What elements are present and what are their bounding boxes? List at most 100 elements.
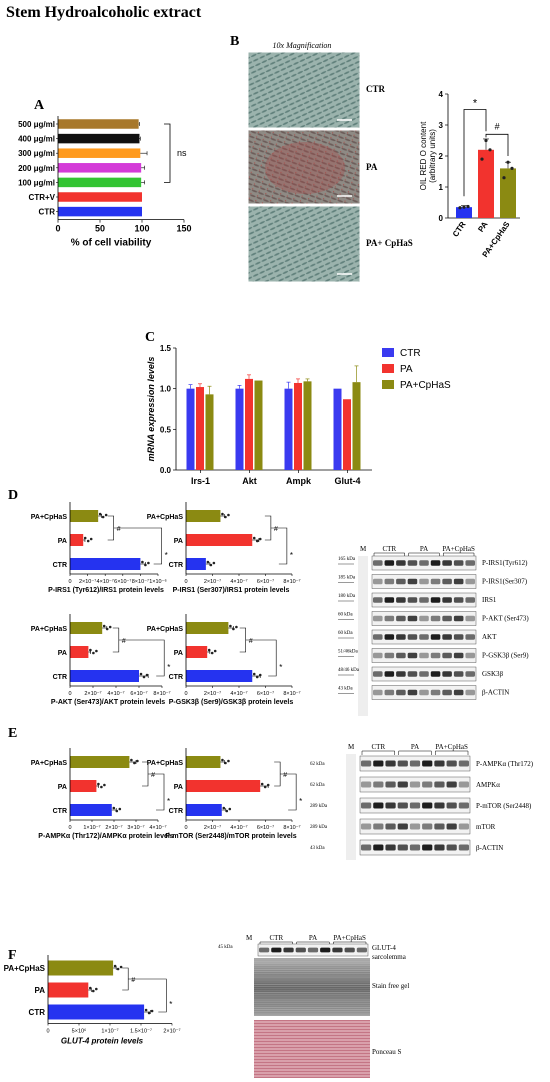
band	[384, 560, 395, 566]
category-label: CTR	[451, 220, 468, 239]
data-point	[510, 166, 514, 170]
group-label: PA+CpHaS	[442, 545, 475, 553]
y-axis-label: OIL RED O content	[419, 121, 428, 190]
tick-label: 50	[95, 224, 105, 234]
category-label: PA+CpHaS	[4, 964, 46, 973]
category-label: CTR	[169, 674, 183, 681]
band	[407, 634, 418, 640]
bar	[70, 646, 89, 658]
band	[397, 823, 408, 830]
group-bracket	[361, 750, 395, 755]
band	[458, 781, 469, 788]
data-point	[232, 627, 235, 631]
band	[409, 823, 421, 830]
tick-label: 2×10⁻⁷	[84, 690, 101, 697]
bar	[294, 382, 302, 470]
tick-label: 0	[68, 579, 71, 585]
panel-label-e: E	[8, 726, 18, 741]
bracket	[122, 967, 129, 991]
band	[430, 689, 441, 696]
band	[430, 560, 441, 566]
bar	[70, 534, 84, 546]
tick-label: 0.5	[160, 425, 172, 434]
bar	[186, 780, 261, 792]
band	[458, 844, 469, 851]
tick-label: 2×10⁻⁷	[105, 824, 122, 831]
tick-label: 0	[184, 825, 187, 831]
band	[373, 671, 383, 677]
data-point	[92, 651, 95, 655]
group-bracket	[443, 552, 475, 557]
data-point	[83, 536, 87, 540]
x-axis-label: P-IRS1 (Tyr612)/IRS1 protein levels	[48, 587, 164, 594]
band	[442, 652, 452, 659]
annotation-hash: #	[249, 638, 253, 645]
category-label: PA	[58, 784, 67, 791]
blot-row-label: P-AKT (Ser473)	[482, 615, 529, 623]
tick-label: 3	[439, 121, 444, 130]
legend-label: CTR	[400, 348, 421, 359]
image-label: PA+ CpHaS	[366, 238, 413, 248]
annotation-hash: #	[151, 772, 155, 779]
data-point	[224, 515, 227, 519]
band	[409, 844, 421, 851]
tick-label: 2×10⁻⁷	[204, 578, 221, 585]
ponceau-membrane	[254, 1020, 370, 1078]
tick-label: 0	[46, 1029, 49, 1035]
category-label: 400 μg/ml	[18, 135, 55, 144]
bar	[235, 388, 244, 470]
category-label: Glut-4	[335, 476, 361, 486]
band	[396, 634, 406, 640]
tick-label: 2×10⁻⁷	[204, 824, 221, 831]
data-point	[130, 758, 133, 762]
blot-row-label: P-AMPKα (Thr172)	[476, 760, 534, 768]
bar	[48, 1004, 145, 1020]
bar	[186, 756, 221, 768]
category-label: 200 μg/ml	[18, 164, 55, 173]
tick-label: 0	[68, 825, 71, 831]
legend-swatch	[382, 348, 394, 357]
band	[407, 615, 418, 622]
blot-row-label: β-ACTIN	[476, 844, 503, 852]
band	[385, 823, 396, 830]
bracket	[239, 627, 246, 653]
annotation-star: *	[290, 551, 293, 560]
group-bracket	[435, 750, 469, 755]
band	[430, 578, 441, 585]
band	[465, 652, 475, 659]
panel-a-chart: 500 μg/ml 400 μg/ml 300 μg/ml 200 μg/ml 100 …	[18, 116, 192, 249]
bar	[58, 163, 142, 173]
band	[453, 578, 464, 585]
band	[453, 634, 464, 640]
category-label: 100 μg/ml	[18, 178, 55, 187]
data-point	[224, 761, 227, 765]
blot-row-label: β-ACTIN	[482, 689, 509, 697]
band	[453, 597, 464, 603]
lipid-stain	[265, 142, 345, 194]
panel-label-f: F	[8, 948, 17, 963]
band	[373, 578, 383, 585]
data-point	[210, 651, 214, 655]
tick-label: 8×10⁻⁷	[283, 824, 300, 831]
category-label: CTR	[53, 562, 67, 569]
bar	[58, 148, 141, 158]
blot-strip	[371, 685, 477, 700]
tick-label: 6×10⁻⁷	[114, 578, 131, 585]
band	[419, 634, 429, 640]
band	[361, 823, 372, 830]
band	[344, 947, 355, 953]
category-label: PA+CpHaS	[31, 626, 68, 633]
band	[419, 560, 429, 566]
data-point	[229, 624, 232, 628]
data-point	[115, 809, 119, 813]
kda-label: 48/46 kDa	[338, 668, 360, 673]
tick-label: 8×10⁻⁷	[132, 578, 149, 585]
x-axis-label: P-IRS1 (Ser307)/IRS1 protein levels	[173, 587, 290, 594]
chart-f: PA+CpHaS PA CTR 0 5×10⁶ 1×10⁻⁷ 1.5×10⁻⁷ 2×10⁻⁷ G…	[4, 955, 181, 1046]
tick-label: 1×10⁻⁶	[149, 578, 167, 585]
tick-label: 4×10⁻⁷	[230, 578, 247, 585]
data-point	[147, 1011, 151, 1015]
blot-row-label: P-GSK3β (Ser9)	[482, 652, 529, 660]
category-label: CTR	[169, 562, 183, 569]
